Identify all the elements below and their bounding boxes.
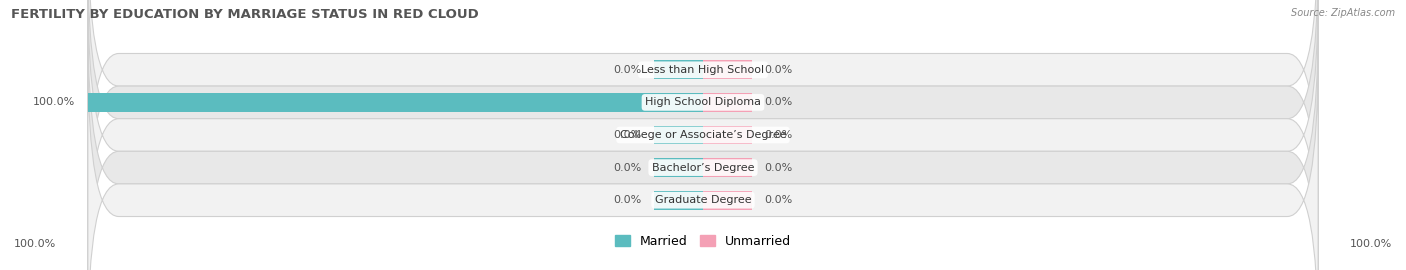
Bar	[703, 93, 752, 112]
FancyBboxPatch shape	[87, 21, 1319, 270]
FancyBboxPatch shape	[87, 53, 1319, 270]
Bar	[703, 60, 752, 79]
Text: 0.0%: 0.0%	[613, 163, 641, 173]
Bar	[654, 60, 703, 79]
Text: 0.0%: 0.0%	[613, 130, 641, 140]
Bar	[703, 158, 752, 177]
Text: Graduate Degree: Graduate Degree	[655, 195, 751, 205]
Text: Source: ZipAtlas.com: Source: ZipAtlas.com	[1291, 8, 1395, 18]
Bar	[654, 158, 703, 177]
Bar	[703, 126, 752, 144]
Text: 0.0%: 0.0%	[765, 195, 793, 205]
Text: Less than High School: Less than High School	[641, 65, 765, 75]
Bar	[87, 93, 703, 112]
Text: High School Diploma: High School Diploma	[645, 97, 761, 107]
Text: 0.0%: 0.0%	[765, 163, 793, 173]
Text: 0.0%: 0.0%	[765, 130, 793, 140]
Text: 100.0%: 100.0%	[34, 97, 76, 107]
Text: 100.0%: 100.0%	[14, 239, 56, 249]
Text: Bachelor’s Degree: Bachelor’s Degree	[652, 163, 754, 173]
Legend: Married, Unmarried: Married, Unmarried	[610, 230, 796, 253]
Bar	[654, 191, 703, 210]
FancyBboxPatch shape	[87, 0, 1319, 249]
Text: 0.0%: 0.0%	[765, 97, 793, 107]
Text: 0.0%: 0.0%	[765, 65, 793, 75]
FancyBboxPatch shape	[87, 0, 1319, 217]
Text: 100.0%: 100.0%	[1350, 239, 1392, 249]
Bar	[654, 126, 703, 144]
Text: FERTILITY BY EDUCATION BY MARRIAGE STATUS IN RED CLOUD: FERTILITY BY EDUCATION BY MARRIAGE STATU…	[11, 8, 479, 21]
Text: College or Associate’s Degree: College or Associate’s Degree	[620, 130, 786, 140]
Text: 0.0%: 0.0%	[613, 195, 641, 205]
FancyBboxPatch shape	[87, 0, 1319, 270]
Bar	[703, 191, 752, 210]
Text: 0.0%: 0.0%	[613, 65, 641, 75]
